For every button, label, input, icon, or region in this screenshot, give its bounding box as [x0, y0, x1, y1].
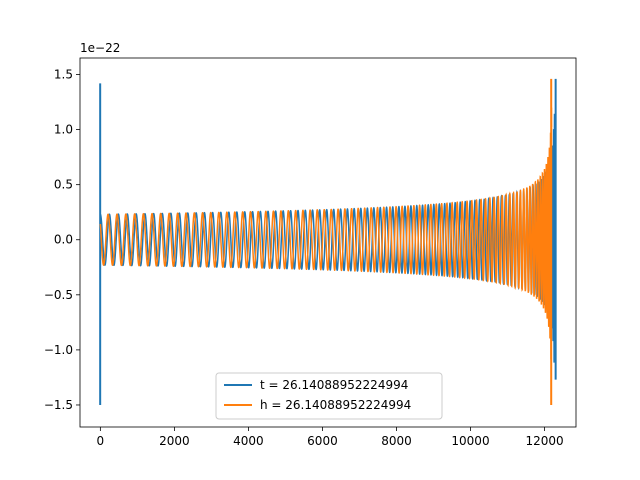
legend-box: [215, 372, 443, 420]
y-tick-label: 1.5: [54, 68, 73, 82]
series-2-waveform: [99, 107, 553, 360]
series-1-waveform: [99, 113, 556, 363]
y-axis: −1.5 −1.0 −0.5 0.0 0.5 1.0 1.5: [44, 68, 80, 412]
x-tick-label: 10000: [451, 434, 489, 448]
x-tick-label: 12000: [525, 434, 563, 448]
plot-area: [99, 78, 557, 405]
x-tick-label: 0: [97, 434, 105, 448]
legend-label-1: t = 26.14088952224994: [260, 378, 408, 392]
x-tick-label: 4000: [233, 434, 264, 448]
legend: t = 26.14088952224994 h = 26.140889522249…: [215, 372, 443, 420]
y-tick-label: 0.5: [54, 178, 73, 192]
axes-frame: [79, 57, 577, 428]
y-tick-label: −1.0: [44, 343, 73, 357]
series-1-line: [99, 78, 557, 405]
x-tick-label: 2000: [159, 434, 190, 448]
x-tick-label: 8000: [381, 434, 412, 448]
y-tick-label: −0.5: [44, 288, 73, 302]
legend-label-2: h = 26.14088952224994: [260, 398, 411, 412]
y-tick-label: −1.5: [44, 398, 73, 412]
x-tick-label: 6000: [307, 434, 338, 448]
y-tick-label: 0.0: [54, 233, 73, 247]
y-offset-text: 1e−22: [80, 41, 120, 55]
y-tick-label: 1.0: [54, 123, 73, 137]
series-2-line: [99, 78, 553, 405]
x-axis: 0 2000 4000 6000 8000 10000 12000: [97, 427, 564, 448]
